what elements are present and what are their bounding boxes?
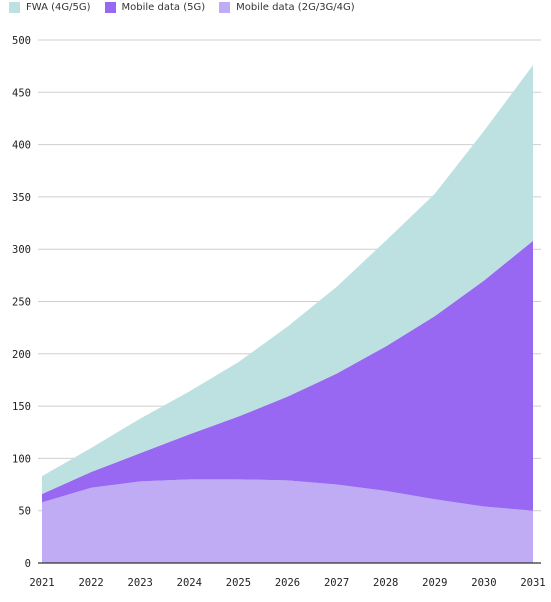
y-tick-label-50: 50 xyxy=(18,506,31,518)
y-tick-label-0: 0 xyxy=(25,558,31,570)
y-tick-label-200: 200 xyxy=(12,349,31,361)
area-fwa xyxy=(42,65,533,494)
x-tick-label-2022: 2022 xyxy=(78,577,103,589)
legend-swatch-fwa xyxy=(9,1,20,13)
legend-item-mobile-legacy: Mobile data (2G/3G/4G) xyxy=(219,1,355,13)
area-series xyxy=(42,65,533,563)
x-tick-label-2029: 2029 xyxy=(422,577,447,589)
y-tick-label-250: 250 xyxy=(12,297,31,309)
y-tick-label-500: 500 xyxy=(12,35,31,47)
y-tick-label-100: 100 xyxy=(12,453,31,465)
legend-item-mobile-5g: Mobile data (5G) xyxy=(104,1,206,13)
y-tick-labels: 0 50 100 150 200 250 300 350 400 450 500 xyxy=(12,35,31,570)
area-mobile-legacy xyxy=(42,479,533,563)
x-tick-label-2028: 2028 xyxy=(373,577,398,589)
y-tick-label-400: 400 xyxy=(12,140,31,152)
x-tick-label-2031: 2031 xyxy=(520,577,545,589)
x-tick-label-2030: 2030 xyxy=(471,577,496,589)
x-tick-label-2024: 2024 xyxy=(177,577,202,589)
y-tick-label-150: 150 xyxy=(12,401,31,413)
x-tick-label-2026: 2026 xyxy=(275,577,300,589)
x-tick-label-2027: 2027 xyxy=(324,577,349,589)
legend-label-fwa: FWA (4G/5G) xyxy=(26,1,91,13)
y-tick-label-300: 300 xyxy=(12,244,31,256)
x-tick-label-2021: 2021 xyxy=(29,577,54,589)
legend-label-mobile-5g: Mobile data (5G) xyxy=(121,1,206,13)
legend-swatch-mobile-legacy xyxy=(219,1,231,13)
legend-item-fwa: FWA (4G/5G) xyxy=(9,1,91,13)
legend: FWA (4G/5G) Mobile data (5G) Mobile data… xyxy=(9,0,369,14)
legend-swatch-mobile-5g xyxy=(104,1,116,13)
x-tick-label-2025: 2025 xyxy=(226,577,251,589)
area-mobile-5g xyxy=(42,240,533,511)
legend-label-mobile-legacy: Mobile data (2G/3G/4G) xyxy=(236,1,355,13)
x-tick-labels: 2021 2022 2023 2024 2025 2026 2027 2028 2029 2030… xyxy=(29,577,545,589)
x-tick-label-2023: 2023 xyxy=(128,577,153,589)
y-tick-label-350: 350 xyxy=(12,192,31,204)
y-tick-label-450: 450 xyxy=(12,87,31,99)
